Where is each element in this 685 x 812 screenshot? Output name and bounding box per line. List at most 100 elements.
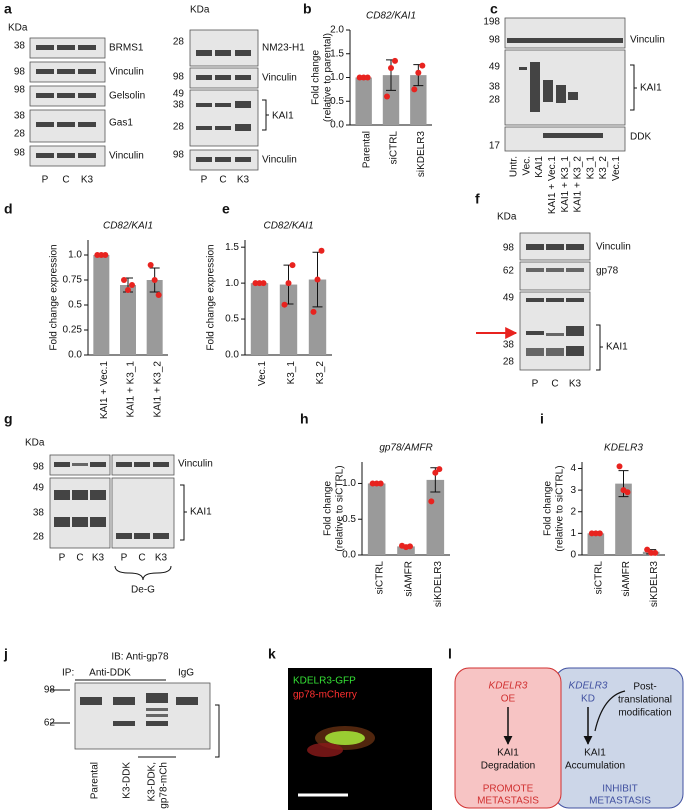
- lane: C: [219, 175, 226, 186]
- protein: Vinculin: [262, 155, 297, 166]
- panel-label: c: [490, 1, 498, 17]
- marker: 62: [503, 266, 515, 277]
- y-tick-label: 1.5: [330, 48, 344, 59]
- group-label: De-G: [131, 585, 155, 596]
- lane: KAI1: [534, 156, 545, 178]
- protein: Vinculin: [109, 67, 144, 78]
- x-tick-label: K3_1: [286, 361, 297, 385]
- marker: 198: [483, 17, 500, 28]
- chart-title: CD82/KAI1: [366, 11, 416, 22]
- y-tick-label: 0.0: [225, 350, 239, 361]
- data-point: [624, 489, 631, 496]
- chart-title: CD82/KAI1: [263, 221, 313, 232]
- marker: 28: [489, 95, 501, 106]
- protein: Vinculin: [596, 242, 631, 253]
- kda: KDa: [190, 5, 210, 16]
- panel-label: d: [4, 201, 13, 217]
- chart-title: KDELR3: [604, 443, 643, 454]
- protein: Vinculin: [178, 459, 213, 470]
- protein: Vinculin: [262, 73, 297, 84]
- lane: P: [532, 379, 539, 390]
- y-tick-label: 0.5: [342, 514, 356, 525]
- data-point: [377, 480, 384, 487]
- y-tick-label: 1: [570, 528, 576, 539]
- y-tick-label: 0: [570, 550, 576, 561]
- gene: KDELR3: [489, 681, 528, 692]
- data-point: [121, 277, 127, 283]
- channel-label: KDELR3-GFP: [293, 676, 356, 687]
- panel-f: f KDa 98 62 49 38 28 Vinculin gp78 KAI1 …: [475, 191, 631, 390]
- kda: KDa: [497, 212, 517, 223]
- y-tick-label: 1.0: [330, 72, 344, 83]
- panel-label: l: [448, 646, 452, 662]
- data-point: [411, 86, 418, 93]
- y-axis-label: Fold change: [543, 481, 554, 536]
- data-point: [652, 549, 659, 556]
- bar: [615, 483, 632, 555]
- data-point: [596, 530, 603, 537]
- group-label: Anti-DDK: [89, 668, 131, 679]
- marker: 98: [33, 462, 45, 473]
- panel-k: k KDELR3-GFP gp78-mCherry: [268, 646, 432, 810]
- x-tick-label: KAI1 + Vec.1: [99, 361, 110, 420]
- bar: [308, 279, 327, 355]
- y-tick-label: 0.5: [68, 300, 82, 311]
- panel-j: j IB: Anti-gp78 IP: Anti-DDK IgG 98 62 P…: [3, 646, 220, 809]
- lane: K3_1: [585, 156, 596, 180]
- bar: [120, 285, 136, 355]
- lane: KAI1 + K3_1: [560, 156, 571, 213]
- x-tick-label: KAI1 + K3_1: [126, 361, 137, 418]
- y-axis-label: (relative to parental): [323, 33, 334, 122]
- node: Accumulation: [565, 761, 625, 772]
- data-point: [314, 276, 321, 283]
- modifier: translational: [618, 695, 672, 706]
- lane: C: [76, 553, 83, 564]
- lane: K3: [237, 175, 250, 186]
- panel-label: a: [4, 1, 12, 17]
- bar: [146, 280, 163, 355]
- kda: KDa: [25, 438, 45, 449]
- outcome: METASTASIS: [477, 796, 539, 807]
- bar: [355, 77, 372, 125]
- bar: [382, 75, 400, 125]
- lane: K3-DDK,: [147, 762, 158, 801]
- lane: P: [121, 553, 128, 564]
- y-axis-label: (relative to siCTRL): [555, 465, 566, 551]
- lane: K3-DDK: [122, 762, 133, 799]
- protein: NM23-H1: [262, 43, 305, 54]
- marker: 38: [14, 41, 26, 52]
- lane: K3_2: [598, 156, 609, 180]
- x-tick-label: Vec.1: [257, 361, 268, 386]
- marker: 62: [44, 718, 56, 729]
- marker: 38: [173, 100, 185, 111]
- marker: 98: [14, 67, 26, 78]
- y-tick-label: 0.5: [330, 96, 344, 107]
- y-tick-label: 0.75: [63, 275, 83, 286]
- panel-label: h: [300, 411, 309, 427]
- data-point: [318, 247, 325, 254]
- data-point: [102, 252, 109, 258]
- ib-label: IB: Anti-gp78: [111, 652, 169, 663]
- protein: KAI1: [640, 83, 662, 94]
- x-tick-label: Parental: [361, 131, 372, 168]
- marker: 38: [33, 508, 45, 519]
- x-tick-label: siKDELR3: [433, 561, 444, 608]
- data-point: [310, 308, 317, 315]
- marker: 98: [44, 685, 56, 696]
- lane: K3: [81, 175, 94, 186]
- outcome: METASTASIS: [589, 796, 651, 807]
- panel-g: g KDa 98 49 38 28 Vinculin KAI1 P C K3 P…: [4, 411, 213, 596]
- lane: C: [551, 379, 558, 390]
- data-point: [407, 543, 413, 550]
- protein: KAI1: [190, 507, 212, 518]
- lane: KAI1 + Vec.1: [547, 156, 558, 215]
- data-point: [384, 93, 390, 100]
- marker: 38: [489, 82, 501, 93]
- modifier: modification: [618, 708, 671, 719]
- x-tick-label: K3_2: [315, 361, 326, 385]
- y-axis-label: Fold change expression: [49, 244, 60, 350]
- data-point: [289, 262, 296, 269]
- panel-label: f: [475, 191, 480, 207]
- protein: Gas1: [109, 118, 133, 129]
